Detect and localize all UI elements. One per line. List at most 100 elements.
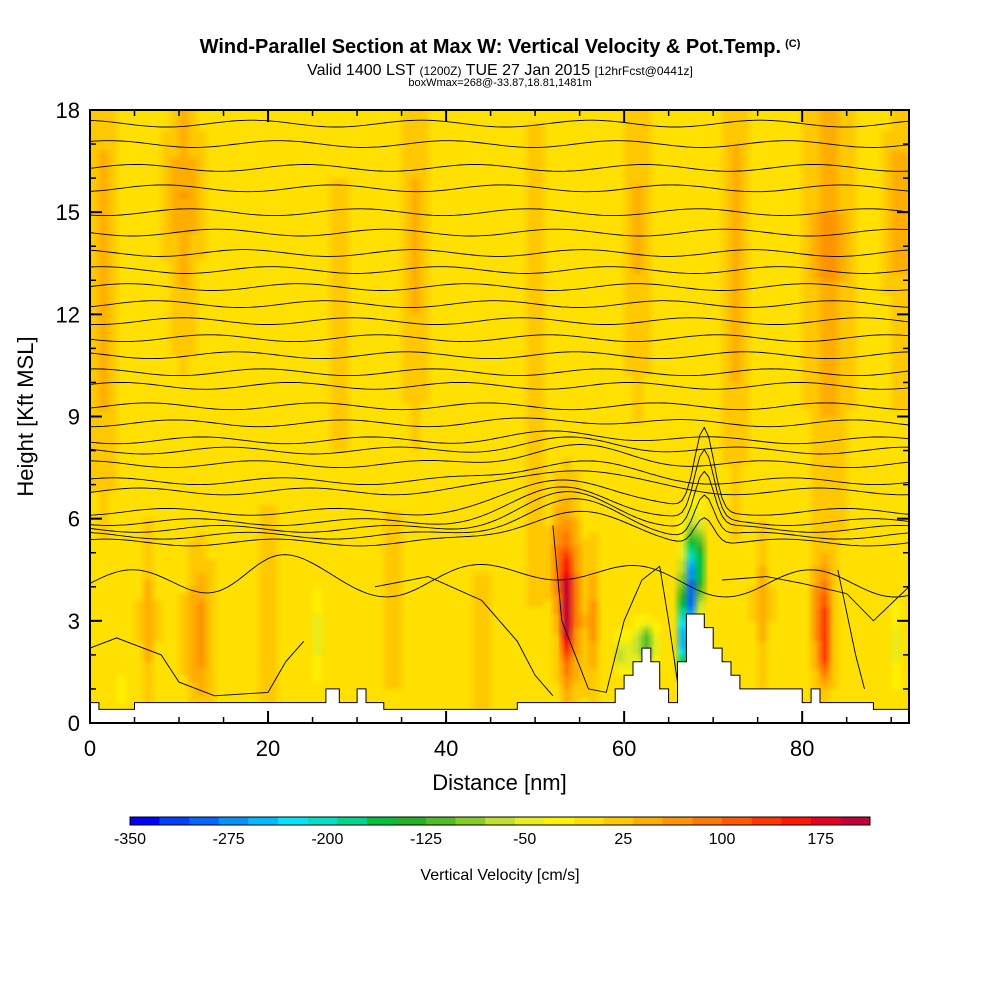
colorbar-swatch	[722, 817, 752, 825]
colorbar-swatch	[337, 817, 368, 825]
theta-contour-24	[89, 208, 910, 217]
colorbar-swatch	[603, 817, 634, 825]
axis-labels: 0 20 40 60 80 0 3 6 9 12 15 18	[56, 98, 815, 761]
theta-contour-27	[89, 140, 910, 148]
colorbar-swatch	[810, 817, 841, 825]
theta-contour-low-2	[374, 576, 554, 697]
y-tick-label: 6	[68, 507, 80, 532]
valid-time-line: Valid 1400 LST (1200Z) TUE 27 Jan 2015 […	[0, 62, 1000, 80]
theta-contour-low-4	[722, 576, 910, 622]
theta-contour-low-1	[89, 637, 305, 697]
forecast-info: [12hrFcst@0441z]	[594, 64, 693, 78]
theta-contour-7	[89, 470, 910, 496]
colorbar-swatch	[514, 817, 545, 825]
theta-contour-26	[89, 164, 910, 172]
colorbar-swatch	[366, 817, 397, 825]
colorbar-label: 175	[807, 831, 834, 848]
axis-ticks	[89, 109, 909, 724]
theta-contour-14	[89, 381, 910, 390]
theta-contour-17	[89, 334, 910, 343]
theta-contour-13	[89, 402, 910, 411]
colorbar-swatch	[485, 817, 516, 825]
theta-contour-16	[89, 351, 910, 360]
theta-contour-10	[89, 436, 909, 455]
theta-contour-21	[89, 266, 910, 274]
box-wmax-line: boxWmax=268@-33.87,18.81,1481m	[408, 77, 592, 89]
y-axis-title: Height [Kft MSL]	[13, 336, 38, 496]
y-tick-label: 12	[56, 302, 80, 327]
theta-contour-25	[89, 184, 910, 193]
theta-contour-11	[89, 430, 910, 445]
theta-contour-23	[89, 228, 910, 237]
terrain-fill	[89, 613, 910, 724]
colorbar-swatch	[130, 817, 160, 825]
x-tick-label: 40	[434, 736, 458, 761]
colorbar-label: -125	[410, 831, 442, 848]
chart-title: Wind-Parallel Section at Max W: Vertical…	[0, 36, 1000, 59]
x-tick-label: 0	[84, 736, 96, 761]
theta-contour-6	[89, 426, 910, 516]
colorbar-swatch	[278, 817, 308, 825]
colorbar-swatch	[455, 817, 486, 825]
colorbar-label: -200	[311, 831, 343, 848]
colorbar-label: 25	[614, 831, 632, 848]
x-tick-label: 80	[790, 736, 814, 761]
y-tick-label: 3	[68, 609, 80, 634]
valid-date-text: TUE 27 Jan 2015	[465, 62, 591, 79]
valid-time-utc: (1200Z)	[419, 64, 462, 78]
theta-contour-3	[89, 494, 910, 540]
colorbar-swatch	[426, 817, 456, 825]
theta-contour-5	[89, 448, 910, 526]
valid-time-text: Valid 1400 LST	[307, 62, 416, 79]
terrain-profile	[89, 613, 910, 724]
theta-contour-1	[89, 554, 910, 598]
theta-contour-4	[89, 470, 910, 533]
colorbar-swatch	[781, 817, 812, 825]
x-tick-label: 20	[256, 736, 280, 761]
colorbar-swatch	[574, 817, 604, 825]
theta-contour-low-3	[552, 525, 678, 693]
y-tick-label: 0	[68, 711, 80, 736]
y-tick-label: 9	[68, 405, 80, 430]
colorbar-label: -275	[213, 831, 245, 848]
x-axis-title: Distance [nm]	[432, 770, 567, 795]
colorbar-swatch	[159, 817, 190, 825]
theta-contour-18	[89, 317, 910, 325]
copyright-mark: (C)	[785, 38, 801, 50]
colorbar-swatch	[662, 817, 693, 825]
theta-contour-12	[90, 417, 910, 428]
colorbar-swatch	[307, 817, 338, 825]
theta-contour-28	[89, 119, 910, 128]
potential-temperature-contours	[89, 119, 910, 697]
colorbar: -350 -275 -200 -125 -50 25 100 175	[114, 816, 871, 848]
y-tick-label: 18	[56, 98, 80, 123]
theta-contour-20	[89, 283, 910, 291]
colorbar-swatch	[248, 817, 279, 825]
colorbar-swatch	[692, 817, 723, 825]
colorbar-label: -50	[513, 831, 536, 848]
vertical-velocity-raster	[90, 110, 909, 723]
theta-contour-low-5	[837, 569, 865, 690]
theta-contour-8	[89, 460, 910, 486]
chart-title-text: Wind-Parallel Section at Max W: Vertical…	[199, 36, 782, 58]
colorbar-swatch	[189, 817, 220, 825]
theta-contour-15	[89, 368, 910, 377]
vertical-velocity-field	[90, 110, 909, 723]
colorbar-swatch	[396, 817, 427, 825]
theta-contour-9	[89, 444, 910, 469]
colorbar-label: -350	[114, 831, 146, 848]
colorbar-swatch	[218, 817, 249, 825]
theta-contour-22	[89, 249, 910, 257]
x-tick-label: 60	[612, 736, 636, 761]
colorbar-swatch	[633, 817, 664, 825]
theta-contour-19	[89, 300, 910, 308]
colorbar-swatch	[544, 817, 575, 825]
y-tick-label: 15	[56, 200, 80, 225]
colorbar-outline	[129, 816, 871, 826]
colorbar-swatch	[751, 817, 782, 825]
colorbar-label: 100	[709, 831, 736, 848]
colorbar-title: Vertical Velocity [cm/s]	[420, 867, 579, 884]
colorbar-swatch	[840, 817, 871, 825]
theta-contour-2	[89, 510, 910, 547]
